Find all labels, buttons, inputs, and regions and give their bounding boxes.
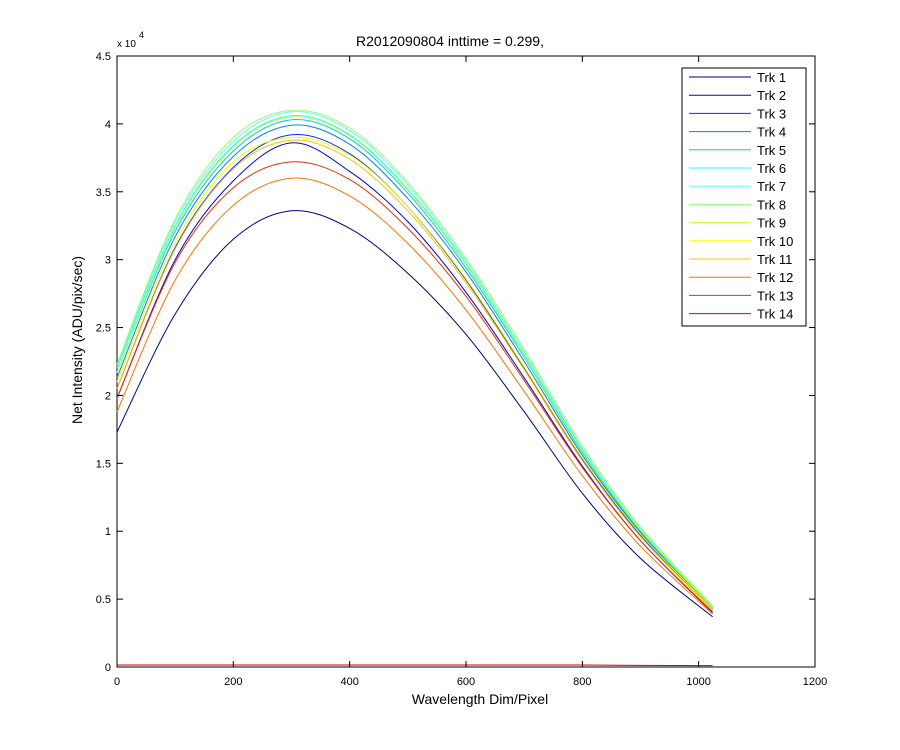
x-axis-ticks: 0 200 400 600 800 1000 1200 xyxy=(114,56,827,688)
legend-label: Trk 2 xyxy=(757,88,786,103)
legend-label: Trk 11 xyxy=(757,252,792,267)
series-line-trk-11 xyxy=(116,139,713,611)
series-line-trk-9 xyxy=(116,116,713,608)
x-tick-label: 200 xyxy=(224,676,242,688)
series-lines xyxy=(116,109,713,667)
legend-label: Trk 13 xyxy=(757,288,793,303)
y-multiplier-exponent: 4 xyxy=(139,30,144,40)
legend-label: Trk 1 xyxy=(757,70,786,85)
y-tick-label: 1.5 xyxy=(96,458,111,470)
x-tick-label: 0 xyxy=(114,676,120,688)
series-line-trk-10 xyxy=(116,136,713,610)
series-line-trk-13 xyxy=(116,161,713,613)
series-line-trk-4 xyxy=(116,124,713,609)
y-multiplier-label: x 10 xyxy=(117,39,136,50)
legend-label: Trk 6 xyxy=(757,161,786,176)
x-tick-label: 600 xyxy=(457,676,475,688)
y-tick-label: 2 xyxy=(105,390,111,402)
y-tick-label: 3 xyxy=(105,255,111,267)
x-tick-label: 1000 xyxy=(686,676,710,688)
series-line-trk-14 xyxy=(117,664,713,667)
x-tick-label: 1200 xyxy=(803,676,827,688)
series-line-trk-12 xyxy=(116,177,713,615)
x-tick-label: 800 xyxy=(573,676,591,688)
y-axis-ticks: 0 0.5 1 1.5 2 2.5 3 3.5 4 4.5 xyxy=(96,51,815,674)
legend-label: Trk 14 xyxy=(757,307,793,322)
legend: Trk 1 Trk 2 Trk 3 Trk 4 Trk 5 Trk 6 Trk 7 Trk 8… xyxy=(681,67,807,327)
y-tick-label: 4 xyxy=(105,119,111,131)
legend-label: Trk 4 xyxy=(757,125,786,140)
legend-label: Trk 3 xyxy=(757,106,786,121)
series-line-trk-5 xyxy=(116,119,713,609)
legend-label: Trk 8 xyxy=(757,197,786,212)
series-line-trk-8 xyxy=(116,109,713,607)
legend-box xyxy=(681,67,807,327)
legend-label: Trk 5 xyxy=(757,143,786,158)
series-line-trk-1 xyxy=(116,210,713,618)
y-tick-label: 1 xyxy=(105,526,111,538)
y-tick-label: 2.5 xyxy=(96,323,111,335)
y-tick-label: 0 xyxy=(105,662,111,674)
x-axis-label: Wavelength Dim/Pixel xyxy=(412,691,548,707)
y-tick-label: 4.5 xyxy=(96,51,111,63)
x-tick-label: 400 xyxy=(340,676,358,688)
y-axis-label: Net Intensity (ADU/pix/sec) xyxy=(69,256,85,424)
y-tick-label: 0.5 xyxy=(96,594,111,606)
legend-label: Trk 12 xyxy=(757,270,793,285)
series-line-trk-7 xyxy=(116,110,713,607)
legend-label: Trk 10 xyxy=(757,234,793,249)
legend-label: Trk 9 xyxy=(757,216,786,231)
legend-label: Trk 7 xyxy=(757,179,786,194)
y-tick-label: 3.5 xyxy=(96,187,111,199)
chart-title: R2012090804 inttime = 0.299, xyxy=(356,33,544,49)
